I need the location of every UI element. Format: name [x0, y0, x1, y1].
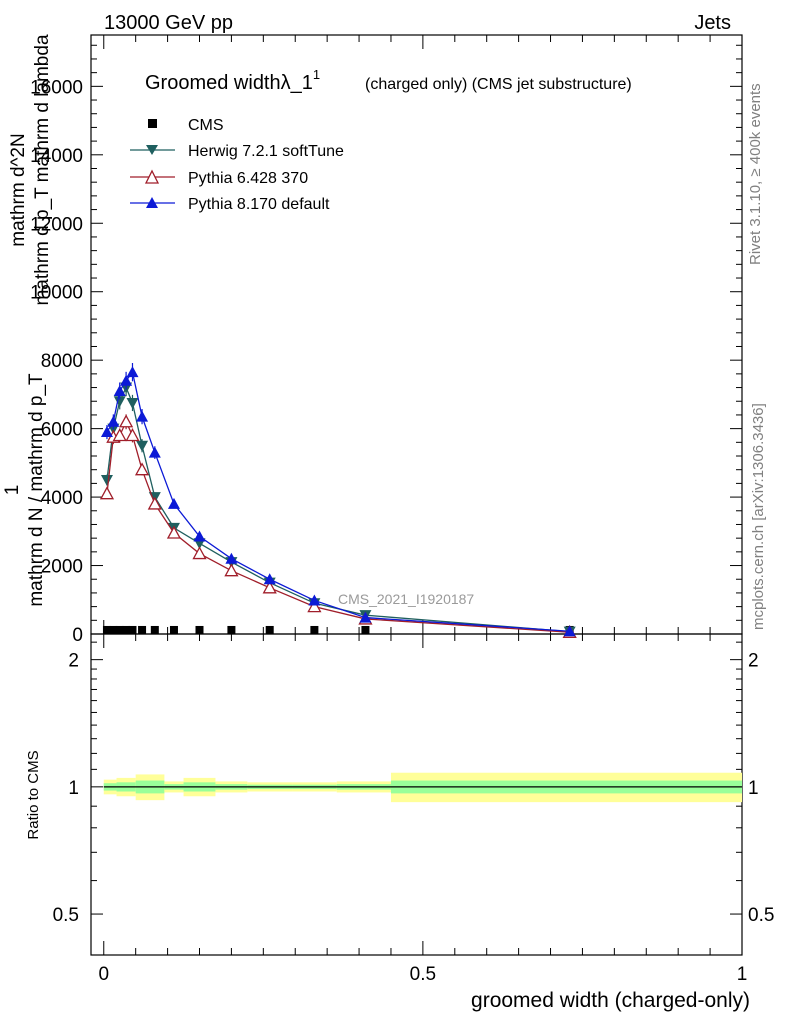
data-point — [125, 428, 140, 442]
data-point — [167, 497, 180, 509]
upper-y-tick-label: 8000 — [41, 351, 83, 372]
data-point — [138, 625, 147, 634]
data-point — [119, 414, 134, 428]
legend-marker-cms — [148, 119, 157, 128]
ylabel-numerator: mathrm d^2N — [8, 133, 29, 246]
legend-marker-herwig — [146, 145, 158, 155]
upper-y-tick-label: 12000 — [30, 214, 83, 235]
legend-label-pythia6: Pythia 6.428 370 — [188, 170, 308, 187]
ylabel-denominator-full: mathrm d N / mathrm d p_T — [26, 373, 47, 607]
data-point — [224, 563, 239, 577]
data-point — [136, 410, 149, 422]
legend-label-pythia8: Pythia 8.170 default — [188, 196, 330, 213]
ratio-y-tick-label-right: 0.5 — [748, 905, 774, 926]
data-point — [100, 474, 113, 486]
data-point — [308, 594, 321, 606]
analysis-watermark: CMS_2021_I1920187 — [338, 591, 474, 607]
ratio-y-tick-label: 2 — [68, 651, 79, 672]
ratio-y-axis-label: Ratio to CMS — [25, 750, 42, 839]
series-pythia-8-170-default — [100, 362, 576, 637]
x-tick-label: 0.5 — [410, 964, 436, 985]
data-point — [126, 397, 139, 409]
data-point — [136, 440, 149, 452]
x-tick-label: 0 — [98, 964, 109, 985]
title-main: Groomed width — [145, 72, 281, 94]
upper-y-tick-label: 10000 — [30, 283, 83, 304]
legend-label-herwig: Herwig 7.2.1 softTune — [188, 143, 344, 160]
category-label: Jets — [694, 12, 731, 34]
data-series — [99, 362, 577, 638]
data-point — [225, 552, 238, 564]
data-point — [148, 446, 161, 458]
data-point — [99, 486, 115, 500]
legend: CMS Herwig 7.2.1 softTune Pythia 6.428 3… — [130, 117, 344, 213]
data-point — [109, 625, 118, 634]
data-point — [128, 625, 137, 634]
ylabel-denominator: mathrm d p_T mathrm d lambda — [32, 34, 53, 305]
ratio-y-tick-label: 0.5 — [53, 905, 79, 926]
data-point — [310, 625, 319, 634]
data-point — [122, 625, 131, 634]
data-point — [134, 462, 150, 476]
data-point — [115, 625, 124, 634]
legend-label-cms: CMS — [188, 117, 224, 134]
tick-labels: 0 2000 4000 6000 8000 10000 12000 14000 16000 0.5… — [30, 77, 774, 985]
legend-marker-pythia8 — [146, 197, 158, 208]
data-point — [263, 573, 276, 585]
upper-y-tick-label: 14000 — [30, 146, 83, 167]
rivet-label: Rivet 3.1.10, ≥ 400k events — [747, 83, 764, 265]
upper-y-tick-label: 16000 — [30, 77, 83, 98]
title-symbol: λ_1 — [281, 72, 313, 94]
data-point — [193, 530, 206, 542]
data-point — [113, 396, 126, 408]
mcplots-label: mcplots.cern.ch [arXiv:1306.3436] — [750, 403, 767, 630]
axis-ticks — [91, 35, 743, 955]
upper-y-axis-label: 1 mathrm d^2N mathrm d p_T mathrm d lamb… — [2, 34, 53, 607]
ylabel-frac-one: 1 — [2, 485, 23, 496]
ratio-y-tick-label: 1 — [68, 778, 79, 799]
data-point — [112, 428, 127, 442]
legend-marker-pythia6 — [144, 169, 160, 184]
data-point — [192, 546, 207, 560]
energy-label: 13000 GeV pp — [104, 12, 233, 34]
data-point — [100, 426, 113, 438]
upper-y-tick-label: 2000 — [41, 557, 83, 578]
data-point — [150, 625, 159, 634]
data-point — [359, 611, 372, 623]
upper-y-tick-label: 0 — [72, 625, 83, 646]
data-point — [227, 625, 236, 634]
data-point — [113, 384, 126, 396]
chart-title: Groomed widthλ_11 — [145, 67, 320, 94]
data-point — [126, 366, 139, 378]
data-point — [169, 625, 178, 634]
data-point — [120, 374, 133, 386]
upper-y-tick-label: 6000 — [41, 420, 83, 441]
data-point — [262, 580, 277, 594]
title-subtext: (charged only) (CMS jet substructure) — [365, 76, 632, 93]
data-point — [307, 599, 322, 613]
data-point — [102, 625, 111, 634]
data-point — [563, 625, 576, 637]
x-axis-label: groomed width (charged-only) — [471, 989, 750, 1012]
title-superscript: 1 — [313, 67, 320, 82]
data-point — [195, 625, 204, 634]
data-point — [361, 625, 370, 634]
data-point — [265, 625, 274, 634]
x-tick-label: 1 — [737, 964, 748, 985]
data-point — [107, 415, 120, 427]
upper-y-tick-label: 4000 — [41, 488, 83, 509]
data-point — [166, 525, 182, 539]
ratio-y-tick-label-right: 1 — [748, 778, 759, 799]
ratio-y-tick-label-right: 2 — [748, 651, 759, 672]
data-point — [147, 496, 162, 510]
